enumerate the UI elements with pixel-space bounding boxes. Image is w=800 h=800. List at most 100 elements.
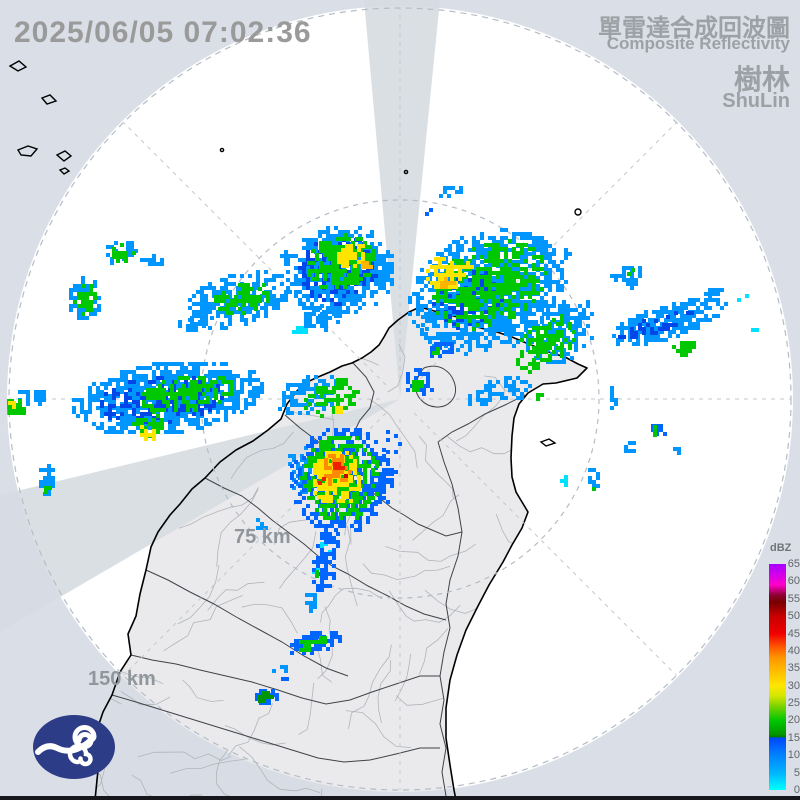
township-line	[177, 565, 220, 625]
legend-tick-35: 35	[787, 662, 800, 675]
township-line	[207, 581, 265, 611]
echo-blob-dbz-20	[432, 347, 440, 355]
township-line	[230, 431, 294, 479]
echo-blob-dbz-20	[315, 570, 319, 578]
township-line	[120, 691, 171, 706]
echo-blob-dbz-12	[425, 208, 433, 216]
township-line	[344, 525, 358, 607]
township-line	[298, 682, 315, 735]
echo-blob-dbz-20	[592, 487, 596, 491]
range-ring-label-75km: 75 km	[234, 526, 291, 548]
echo-blob-dbz-5	[751, 328, 759, 332]
dbz-legend-title: dBZ	[770, 542, 792, 554]
township-line	[395, 695, 444, 706]
township-line	[418, 435, 454, 500]
township-line	[215, 749, 235, 799]
station-name-en: ShuLin	[722, 90, 790, 112]
echo-blob-dbz-15	[618, 311, 694, 339]
product-title-zh: 單雷達合成回波圖	[598, 15, 790, 42]
township-line	[163, 595, 243, 652]
echo-blob-dbz-10	[704, 288, 724, 300]
range-ring-150km	[8, 7, 792, 791]
township-line	[369, 398, 418, 469]
township-line	[137, 751, 232, 761]
echo-blob-dbz-10	[484, 376, 532, 400]
product-title-en: Composite Reflectivity	[606, 34, 790, 53]
offshore-islands	[8, 60, 582, 447]
county-boundaries	[111, 362, 526, 797]
township-line	[182, 679, 224, 702]
echo-blob-dbz-20	[73, 284, 97, 316]
legend-tick-65: 65	[787, 558, 800, 570]
echo-blob-dbz-10	[564, 248, 572, 260]
township-line	[216, 488, 259, 567]
echo-blob-dbz-20	[516, 314, 576, 374]
echo-blob-dbz-10	[421, 315, 437, 331]
station-name-zh: 樹林	[733, 64, 790, 95]
echo-blob-dbz-10	[588, 468, 600, 488]
echo-blob-dbz-5	[737, 294, 749, 302]
township-line	[92, 768, 106, 800]
azimuth-ray-45	[413, 122, 677, 386]
legend-tick-5: 5	[793, 766, 800, 779]
legend-tick-45: 45	[787, 627, 800, 640]
legend-tick-10: 10	[787, 749, 800, 762]
echo-blob-dbz-10	[178, 312, 214, 332]
taiwan-landmass	[92, 307, 587, 800]
echo-blob-dbz-20	[672, 341, 696, 357]
echo-blob-dbz-10	[256, 518, 268, 530]
azimuth-ray-225	[123, 412, 387, 676]
echo-blob-dbz-18	[258, 691, 274, 703]
township-line	[362, 563, 451, 581]
township-line	[345, 710, 412, 748]
dbz-colorbar	[769, 564, 786, 790]
legend-tick-40: 40	[787, 644, 800, 657]
township-line	[227, 703, 273, 756]
echo-blob-dbz-10	[304, 304, 340, 332]
echo-blob-dbz-20	[412, 380, 424, 392]
blocked-sector-north	[364, 0, 440, 399]
echo-blob-dbz-10	[673, 447, 681, 455]
township-line	[170, 758, 246, 774]
echo-blob-dbz-20	[142, 376, 234, 412]
township-line	[418, 628, 449, 675]
azimuth-ray-135	[413, 412, 677, 676]
echo-blob-dbz-10	[140, 254, 164, 266]
echo-blob-dbz-20	[44, 486, 52, 494]
range-ring-label-150km: 150 km	[88, 668, 156, 690]
echo-blob-dbz-20	[627, 268, 635, 276]
echo-blob-dbz-10	[624, 441, 636, 453]
township-line	[377, 659, 391, 723]
echo-blob-dbz-10	[305, 593, 317, 613]
legend-tick-25: 25	[787, 697, 800, 710]
township-line	[320, 587, 383, 623]
legend-tick-15: 15	[787, 731, 800, 744]
echo-blob-dbz-30	[335, 406, 343, 414]
township-line	[387, 344, 406, 393]
echo-blob-dbz-45	[318, 477, 326, 485]
legend-tick-55: 55	[787, 592, 800, 605]
echo-blob-dbz-45	[333, 462, 345, 470]
echo-blob-dbz-20	[299, 636, 327, 652]
echo-blob-dbz-10	[18, 390, 46, 406]
legend-tick-30: 30	[787, 679, 800, 692]
echo-blob-dbz-10	[468, 390, 492, 406]
echo-blob-dbz-5	[560, 475, 568, 487]
legend-tick-50: 50	[787, 610, 800, 623]
township-line	[385, 543, 477, 562]
echo-blob-dbz-10	[272, 665, 288, 673]
township-line	[179, 487, 259, 529]
echo-blob-dbz-12	[312, 524, 340, 592]
legend-tick-0: 0	[793, 784, 800, 796]
echo-blob-dbz-35	[440, 277, 456, 289]
legend-tick-20: 20	[787, 714, 800, 727]
township-line	[92, 726, 113, 800]
echo-blob-dbz-20	[653, 425, 657, 437]
bottom-border-bar	[0, 796, 800, 800]
echo-blob-dbz-30	[140, 425, 156, 441]
echo-blob-dbz-12	[281, 677, 289, 681]
dbz-legend: dBZ 65 60 55 50 45 40 35 30 25 20 15 10 5 0	[766, 542, 800, 798]
azimuth-ray-315	[123, 122, 387, 386]
